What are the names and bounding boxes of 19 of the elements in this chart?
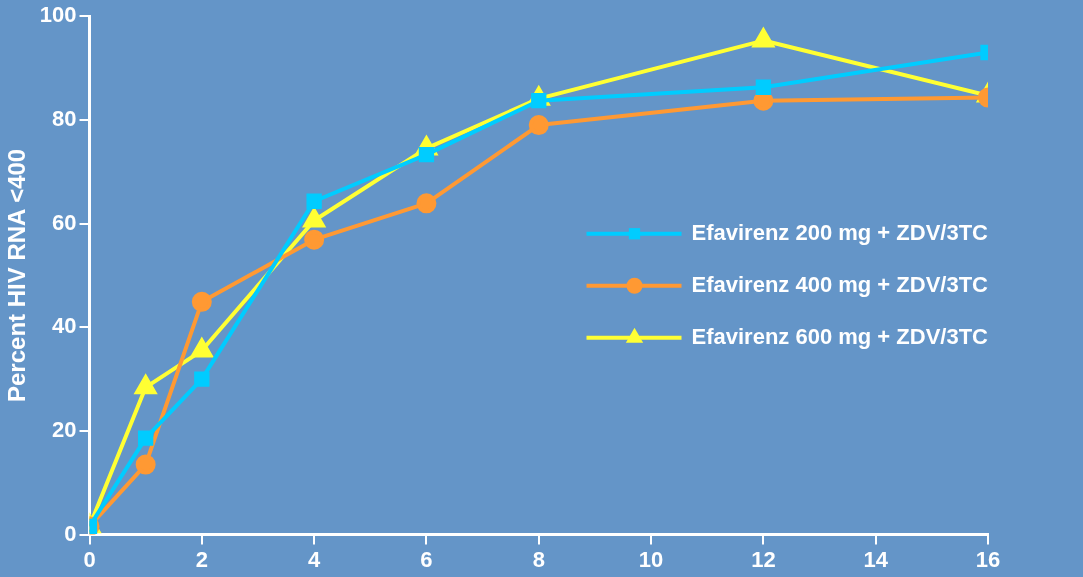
y-tick-label: 0	[64, 520, 77, 546]
y-tick-label: 60	[52, 209, 77, 235]
legend-label: Efavirenz 200 mg + ZDV/3TC	[691, 219, 989, 245]
x-tick-label: 6	[420, 546, 433, 572]
legend-label: Efavirenz 600 mg + ZDV/3TC	[691, 323, 989, 349]
x-tick-label: 10	[638, 546, 664, 572]
y-tick-label: 100	[39, 2, 77, 28]
x-tick-label: 16	[975, 546, 1001, 572]
legend-label: Efavirenz 400 mg + ZDV/3TC	[691, 271, 989, 297]
x-tick-label: 0	[83, 546, 96, 572]
x-tick-label: 4	[308, 546, 321, 572]
x-tick-label: 14	[863, 546, 889, 572]
y-tick-label: 80	[52, 105, 77, 131]
y-tick-label: 20	[52, 416, 77, 442]
x-tick-label: 8	[532, 546, 545, 572]
x-tick-label: 2	[195, 546, 208, 572]
x-tick-label: 12	[751, 546, 776, 572]
y-axis-title: Percent HIV RNA <400	[3, 148, 31, 403]
y-tick-label: 40	[52, 313, 77, 339]
